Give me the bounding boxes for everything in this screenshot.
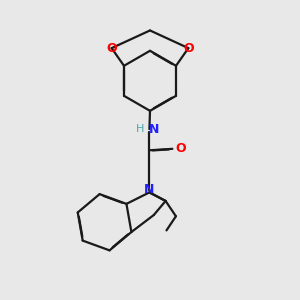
Text: H: H	[136, 124, 144, 134]
Text: N: N	[144, 183, 154, 196]
Text: N: N	[148, 123, 159, 136]
Text: O: O	[106, 42, 117, 55]
Text: O: O	[183, 42, 194, 55]
Text: O: O	[175, 142, 186, 155]
